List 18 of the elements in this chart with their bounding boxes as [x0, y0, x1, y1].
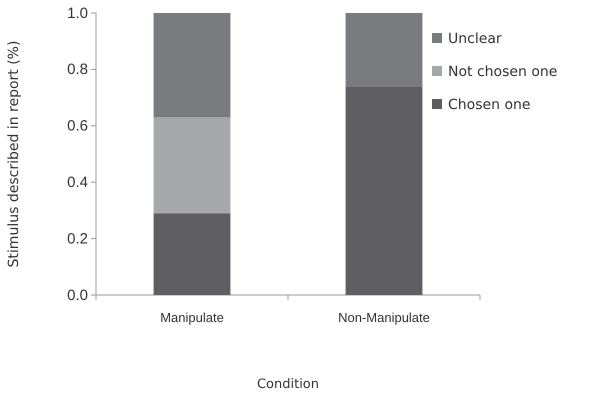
legend-label: Chosen one	[448, 97, 530, 113]
y-axis-title: Stimulus described in report (%)	[6, 40, 22, 268]
y-tick-label: 0.8	[67, 61, 88, 78]
bar	[346, 13, 422, 86]
y-tick-label: 1.0	[67, 4, 88, 22]
bar	[346, 86, 422, 295]
y-tick-label: 0.2	[67, 230, 88, 248]
legend-label: Unclear	[448, 31, 502, 47]
y-tick-label: 0.4	[67, 174, 88, 191]
x-tick-label: Non-Manipulate	[338, 310, 430, 326]
bar	[154, 13, 230, 118]
y-tick-label: 0.0	[67, 286, 88, 304]
bar	[154, 117, 230, 214]
x-tick-label: Manipulate	[160, 310, 224, 326]
x-axis-title: Condition	[256, 377, 320, 392]
y-tick-label: 0.6	[67, 118, 88, 135]
legend-label: Not chosen one	[448, 64, 558, 80]
bar	[154, 213, 230, 295]
